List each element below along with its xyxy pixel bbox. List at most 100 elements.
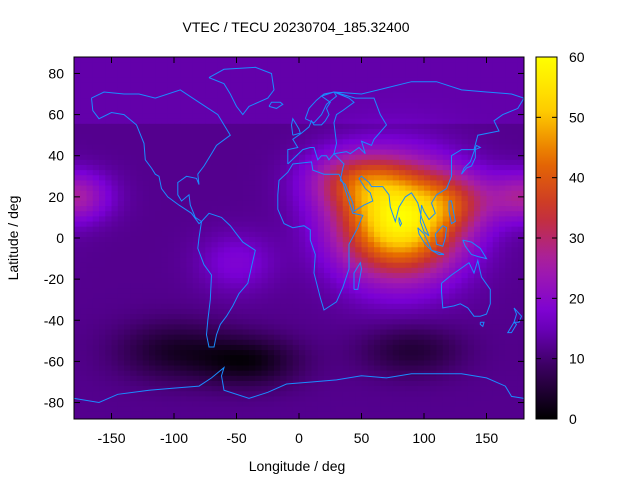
heatmap-cell [305, 236, 313, 243]
heatmap-cell [236, 293, 244, 300]
heatmap-cell [74, 108, 81, 115]
heatmap-cell [130, 175, 138, 182]
heatmap-cell [211, 159, 219, 166]
heatmap-cell [336, 195, 344, 202]
heatmap-cell [149, 360, 156, 367]
heatmap-cell [499, 247, 506, 253]
heatmap-cell [399, 314, 406, 320]
heatmap-cell [317, 144, 325, 151]
heatmap-cell [380, 344, 388, 351]
heatmap-cell [111, 391, 119, 397]
heatmap-cell [180, 221, 188, 228]
heatmap-cell [505, 339, 513, 346]
heatmap-cell [249, 123, 256, 130]
heatmap-cell [242, 72, 250, 79]
heatmap-cell [74, 200, 81, 207]
heatmap-cell [399, 144, 406, 151]
heatmap-cell [486, 314, 494, 320]
heatmap-cell [174, 365, 181, 372]
heatmap-cell [342, 236, 350, 243]
heatmap-cell [267, 211, 275, 217]
heatmap-cell [174, 308, 181, 315]
heatmap-cell [174, 319, 181, 325]
heatmap-cell [186, 355, 194, 361]
heatmap-cell [174, 386, 181, 392]
heatmap-cell [242, 267, 250, 274]
heatmap-cell [330, 139, 338, 146]
heatmap-cell [311, 221, 319, 228]
heatmap-cell [149, 206, 156, 212]
heatmap-cell [411, 314, 419, 320]
heatmap-cell [342, 329, 350, 336]
heatmap-cell [392, 108, 400, 115]
heatmap-cell [461, 123, 469, 130]
heatmap-cell [386, 77, 394, 84]
heatmap-cell [492, 139, 500, 146]
heatmap-cell [242, 314, 250, 320]
heatmap-cell [267, 272, 275, 279]
heatmap-cell [111, 308, 119, 315]
heatmap-cell [349, 401, 356, 408]
heatmap-cell [149, 128, 156, 135]
heatmap-cell [349, 144, 356, 151]
heatmap-cell [255, 401, 263, 408]
heatmap-cell [199, 314, 206, 320]
heatmap-cell [155, 118, 163, 125]
heatmap-cell [305, 164, 313, 171]
heatmap-cell [511, 242, 519, 248]
heatmap-cell [299, 226, 306, 233]
heatmap-cell [486, 62, 494, 68]
heatmap-cell [99, 190, 106, 197]
heatmap-cell [305, 195, 313, 202]
heatmap-cell [124, 242, 131, 248]
heatmap-cell [474, 278, 481, 284]
heatmap-cell [499, 113, 506, 120]
heatmap-cell [380, 308, 388, 315]
heatmap-cell [261, 288, 269, 295]
heatmap-cell [261, 350, 269, 356]
heatmap-cell [74, 231, 81, 238]
heatmap-cell [217, 57, 225, 63]
heatmap-cell [274, 324, 281, 331]
heatmap-cell [492, 195, 500, 202]
heatmap-cell [142, 221, 150, 228]
heatmap-cell [224, 216, 231, 223]
heatmap-cell [411, 211, 419, 217]
heatmap-cell [105, 288, 113, 295]
heatmap-cell [405, 236, 413, 243]
heatmap-cell [192, 319, 200, 325]
heatmap-cell [411, 144, 419, 151]
heatmap-cell [442, 134, 450, 140]
heatmap-cell [74, 190, 81, 197]
heatmap-cell [336, 128, 344, 135]
heatmap-cell [99, 180, 106, 187]
heatmap-cell [330, 226, 338, 233]
heatmap-cell [499, 159, 506, 166]
heatmap-cell [292, 103, 300, 110]
heatmap-cell [380, 386, 388, 392]
heatmap-cell [361, 391, 369, 397]
heatmap-cell [455, 375, 463, 382]
heatmap-cell [424, 355, 431, 361]
heatmap-cell [80, 236, 88, 243]
heatmap-cell [499, 344, 506, 351]
heatmap-cell [124, 365, 131, 372]
heatmap-cell [105, 134, 113, 140]
heatmap-cell [480, 391, 488, 397]
heatmap-cell [92, 380, 100, 387]
heatmap-cell [511, 391, 519, 397]
heatmap-cell [336, 298, 344, 305]
heatmap-cell [486, 350, 494, 356]
heatmap-cell [486, 175, 494, 182]
heatmap-cell [299, 267, 306, 274]
heatmap-cell [261, 190, 269, 197]
heatmap-cell [424, 159, 431, 166]
heatmap-cell [386, 360, 394, 367]
heatmap-cell [249, 180, 256, 187]
heatmap-cell [492, 339, 500, 346]
heatmap-cell [149, 272, 156, 279]
heatmap-cell [205, 206, 213, 212]
heatmap-cell [167, 221, 175, 228]
heatmap-cell [249, 267, 256, 274]
heatmap-cell [267, 164, 275, 171]
